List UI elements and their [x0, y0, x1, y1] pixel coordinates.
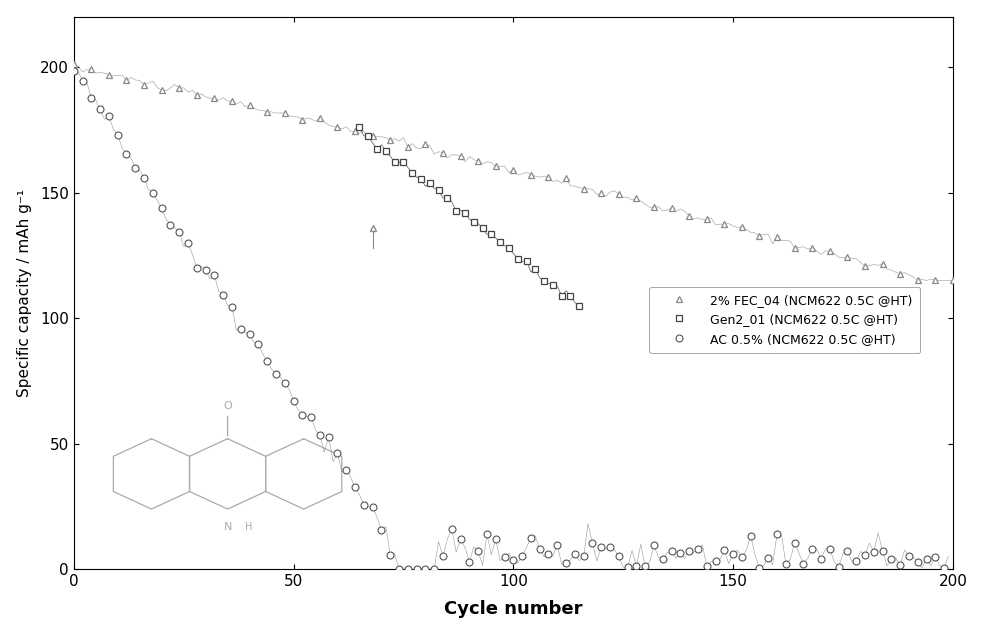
- X-axis label: Cycle number: Cycle number: [444, 600, 583, 618]
- Gen2_01 (NCM622 0.5C @HT): [353, 123, 365, 131]
- Gen2_01 (NCM622 0.5C @HT): [442, 194, 454, 202]
- Gen2_01 (NCM622 0.5C @HT): [574, 302, 585, 310]
- Gen2_01 (NCM622 0.5C @HT): [485, 230, 497, 237]
- Gen2_01 (NCM622 0.5C @HT): [547, 281, 559, 289]
- Line: Gen2_01 (NCM622 0.5C @HT): Gen2_01 (NCM622 0.5C @HT): [356, 123, 583, 310]
- Gen2_01 (NCM622 0.5C @HT): [476, 225, 488, 232]
- 2% FEC_04 (NCM622 0.5C @HT): [332, 124, 343, 131]
- AC 0.5% (NCM622 0.5C @HT): [938, 564, 950, 572]
- 2% FEC_04 (NCM622 0.5C @HT): [912, 276, 924, 284]
- AC 0.5% (NCM622 0.5C @HT): [235, 325, 247, 333]
- 2% FEC_04 (NCM622 0.5C @HT): [947, 277, 958, 284]
- AC 0.5% (NCM622 0.5C @HT): [394, 566, 405, 573]
- 2% FEC_04 (NCM622 0.5C @HT): [261, 108, 273, 116]
- Gen2_01 (NCM622 0.5C @HT): [451, 207, 462, 215]
- 2% FEC_04 (NCM622 0.5C @HT): [68, 60, 80, 68]
- Gen2_01 (NCM622 0.5C @HT): [380, 147, 392, 154]
- AC 0.5% (NCM622 0.5C @HT): [525, 534, 537, 542]
- Gen2_01 (NCM622 0.5C @HT): [503, 244, 515, 252]
- Gen2_01 (NCM622 0.5C @HT): [433, 186, 445, 194]
- AC 0.5% (NCM622 0.5C @HT): [877, 547, 889, 555]
- Gen2_01 (NCM622 0.5C @HT): [529, 265, 541, 273]
- Gen2_01 (NCM622 0.5C @HT): [398, 157, 409, 165]
- AC 0.5% (NCM622 0.5C @HT): [270, 370, 281, 378]
- Gen2_01 (NCM622 0.5C @HT): [565, 292, 577, 300]
- Gen2_01 (NCM622 0.5C @HT): [424, 179, 436, 187]
- Gen2_01 (NCM622 0.5C @HT): [467, 218, 479, 226]
- AC 0.5% (NCM622 0.5C @HT): [68, 67, 80, 74]
- Gen2_01 (NCM622 0.5C @HT): [521, 257, 532, 264]
- Y-axis label: Specific capacity / mAh g⁻¹: Specific capacity / mAh g⁻¹: [17, 189, 31, 397]
- Legend: 2% FEC_04 (NCM622 0.5C @HT), Gen2_01 (NCM622 0.5C @HT), AC 0.5% (NCM622 0.5C @HT: 2% FEC_04 (NCM622 0.5C @HT), Gen2_01 (NC…: [649, 286, 920, 353]
- Text: H: H: [245, 521, 253, 531]
- Gen2_01 (NCM622 0.5C @HT): [389, 158, 400, 166]
- Gen2_01 (NCM622 0.5C @HT): [362, 133, 374, 140]
- Gen2_01 (NCM622 0.5C @HT): [460, 210, 471, 217]
- Line: AC 0.5% (NCM622 0.5C @HT): AC 0.5% (NCM622 0.5C @HT): [70, 67, 948, 573]
- Gen2_01 (NCM622 0.5C @HT): [556, 292, 568, 300]
- Gen2_01 (NCM622 0.5C @HT): [406, 169, 418, 177]
- Gen2_01 (NCM622 0.5C @HT): [371, 145, 383, 152]
- Line: 2% FEC_04 (NCM622 0.5C @HT): 2% FEC_04 (NCM622 0.5C @HT): [71, 61, 956, 284]
- Gen2_01 (NCM622 0.5C @HT): [538, 277, 550, 285]
- Text: N: N: [223, 521, 232, 531]
- Gen2_01 (NCM622 0.5C @HT): [494, 238, 506, 246]
- AC 0.5% (NCM622 0.5C @HT): [595, 543, 607, 551]
- Text: O: O: [223, 401, 232, 411]
- 2% FEC_04 (NCM622 0.5C @HT): [930, 277, 942, 284]
- 2% FEC_04 (NCM622 0.5C @HT): [701, 215, 712, 223]
- Gen2_01 (NCM622 0.5C @HT): [512, 255, 523, 262]
- 2% FEC_04 (NCM622 0.5C @HT): [349, 128, 361, 135]
- AC 0.5% (NCM622 0.5C @HT): [903, 552, 915, 560]
- Gen2_01 (NCM622 0.5C @HT): [415, 175, 427, 182]
- 2% FEC_04 (NCM622 0.5C @HT): [648, 204, 660, 211]
